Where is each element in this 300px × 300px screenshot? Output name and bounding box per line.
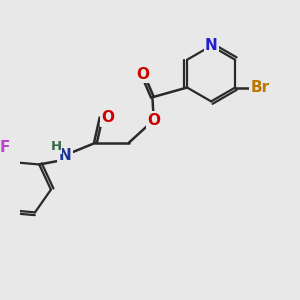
- Text: F: F: [0, 140, 10, 155]
- Text: O: O: [101, 110, 115, 125]
- Text: Br: Br: [250, 80, 270, 95]
- Text: H: H: [50, 140, 62, 153]
- Text: N: N: [205, 38, 217, 53]
- Text: N: N: [58, 148, 71, 163]
- Text: O: O: [136, 67, 149, 82]
- Text: O: O: [147, 112, 160, 128]
